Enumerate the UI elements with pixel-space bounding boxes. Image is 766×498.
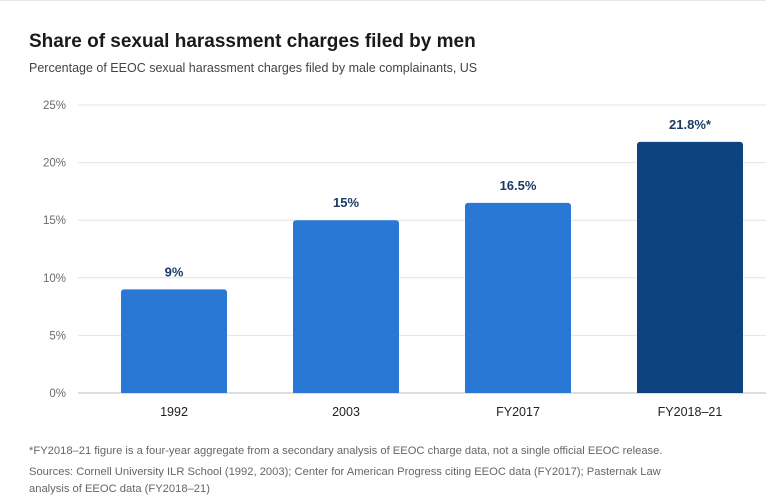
bar-base xyxy=(637,389,743,393)
data-label: 16.5% xyxy=(500,178,537,193)
chart-title: Share of sexual harassment charges filed… xyxy=(29,31,476,52)
data-label: 9% xyxy=(165,264,184,279)
bar-fy2018-21 xyxy=(637,141,743,393)
data-label: 21.8%* xyxy=(669,117,712,132)
x-category-label: FY2018–21 xyxy=(658,405,723,419)
y-tick-label: 5% xyxy=(49,330,66,342)
bar-2003 xyxy=(293,220,399,393)
sources-note: Sources: Cornell University ILR School (… xyxy=(29,466,661,495)
y-tick-label: 0% xyxy=(49,388,66,400)
x-category-label: 1992 xyxy=(160,405,188,419)
y-tick-label: 20% xyxy=(43,158,66,170)
labels: 0% 5% 10% 15% 20% 25% 9% 1992 15% 2003 16.5% FY2017… xyxy=(43,100,722,419)
bar-fy2017 xyxy=(465,202,571,393)
y-tick-label: 10% xyxy=(43,273,66,285)
chart-subtitle: Percentage of EEOC sexual harassment cha… xyxy=(29,61,478,75)
footnote: *FY2018–21 figure is a four-year aggrega… xyxy=(29,445,663,457)
bar-chart: 0% 5% 10% 15% 20% 25% 9% 1992 15% 2003 16.5% FY2017… xyxy=(43,100,766,419)
bar-base xyxy=(121,389,227,393)
x-category-label: FY2017 xyxy=(496,405,540,419)
x-category-label: 2003 xyxy=(332,405,360,419)
bar-1992 xyxy=(121,289,227,393)
bar-base xyxy=(465,389,571,393)
y-tick-label: 25% xyxy=(43,100,66,112)
bars xyxy=(121,141,743,393)
y-tick-label: 15% xyxy=(43,215,66,227)
data-label: 15% xyxy=(333,195,359,210)
bar-base xyxy=(293,389,399,393)
